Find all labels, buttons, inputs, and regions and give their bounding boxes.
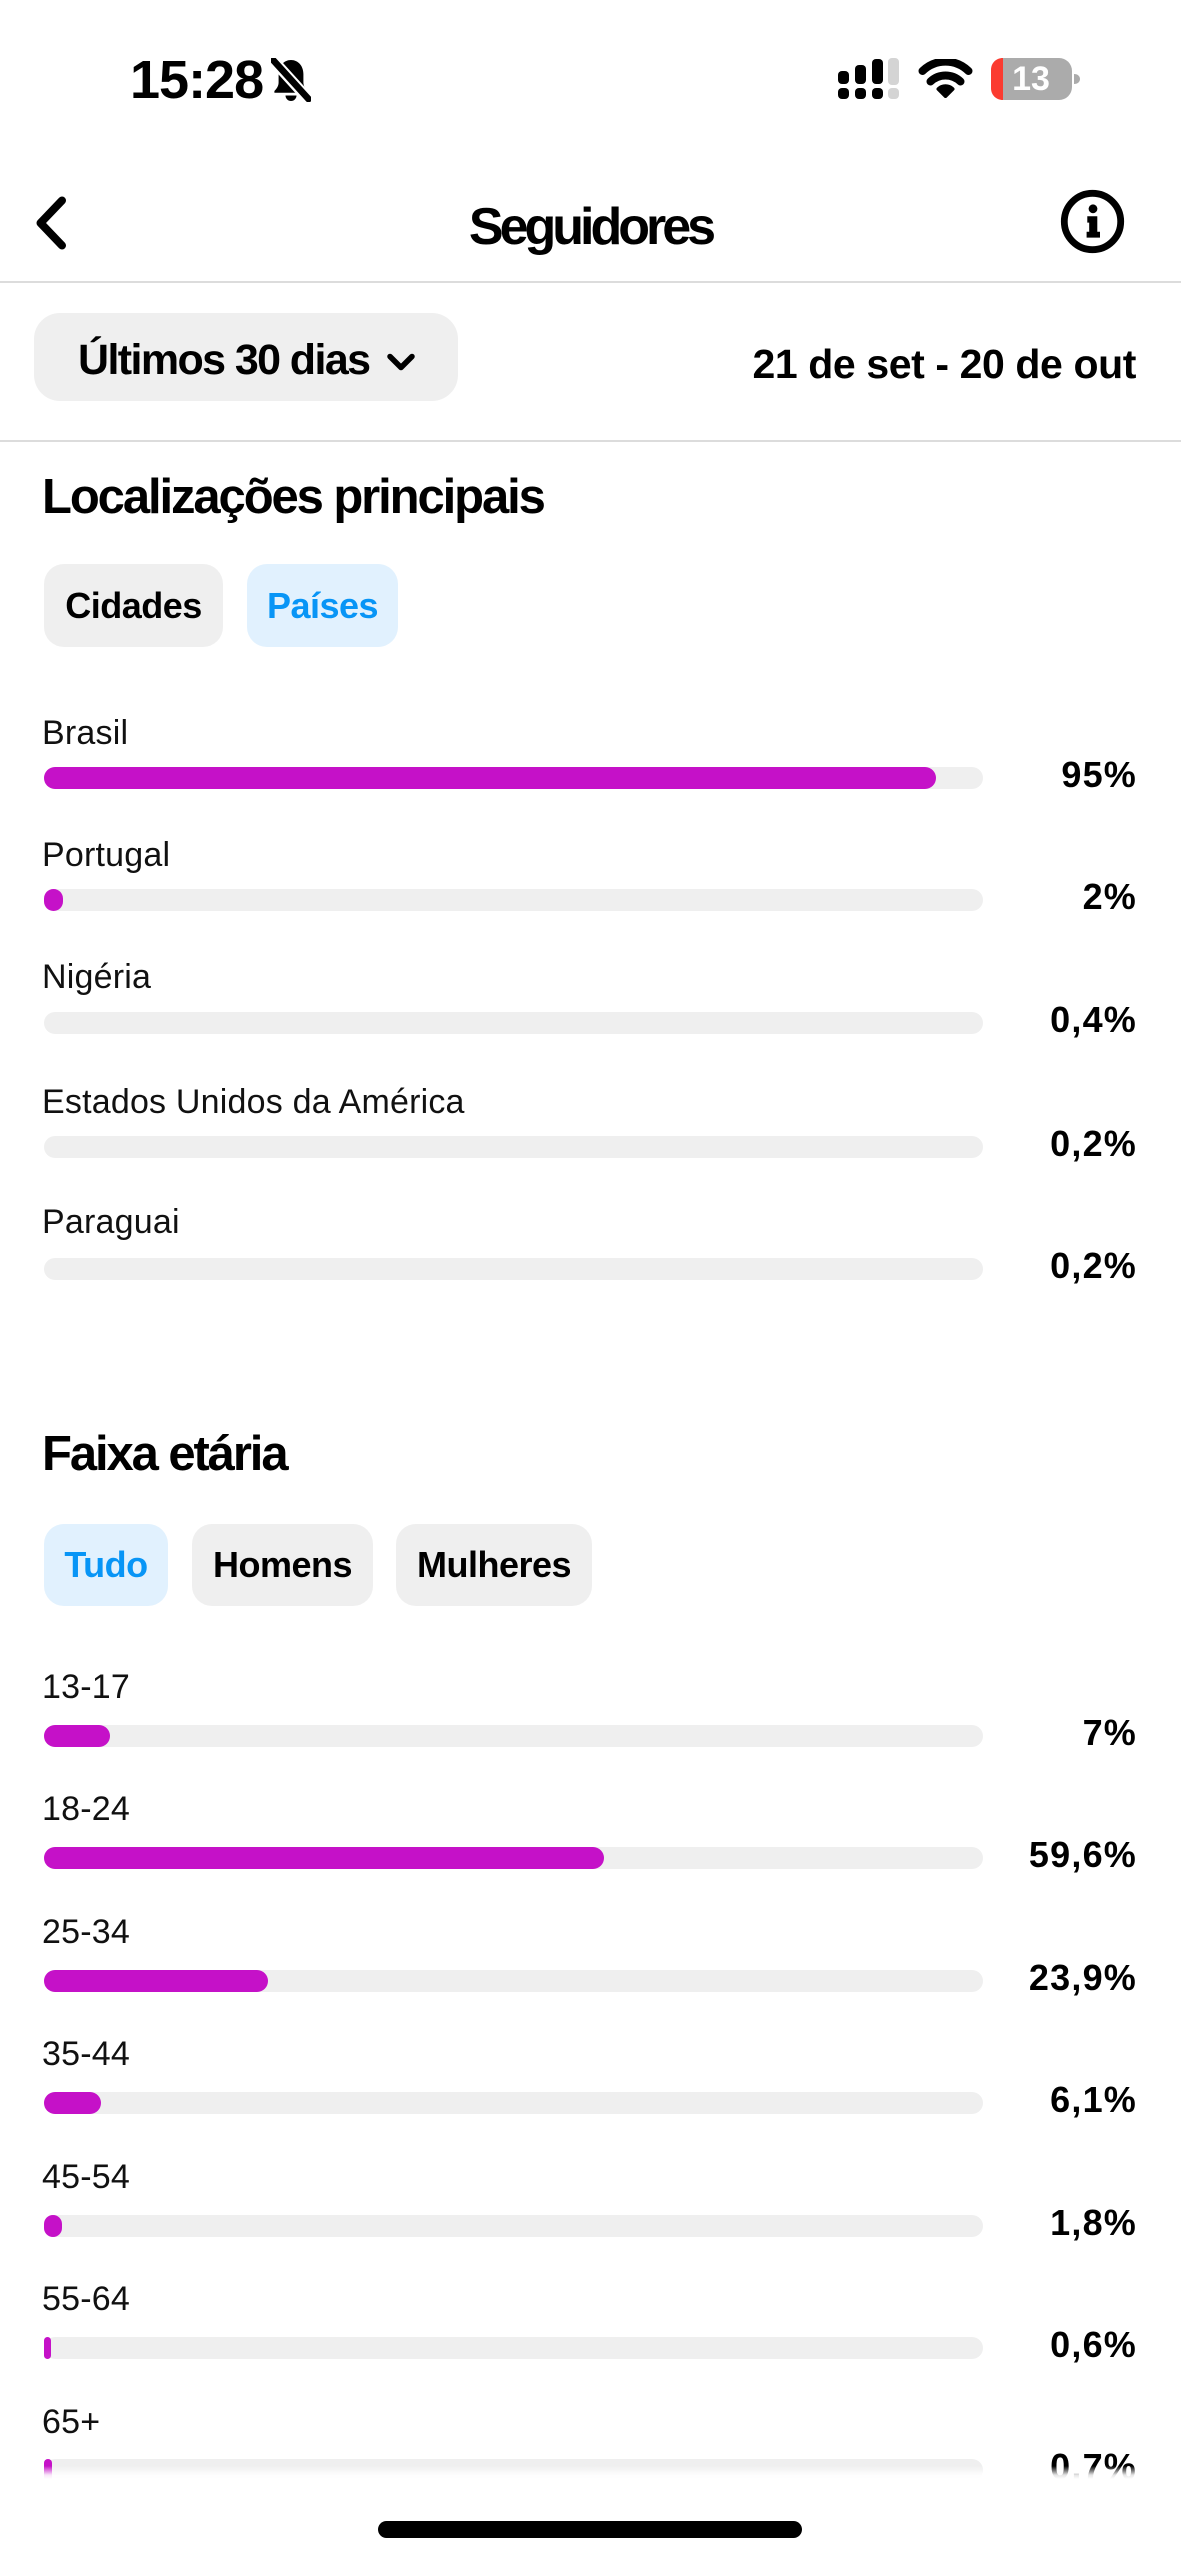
svg-text:13: 13 <box>1012 60 1050 98</box>
